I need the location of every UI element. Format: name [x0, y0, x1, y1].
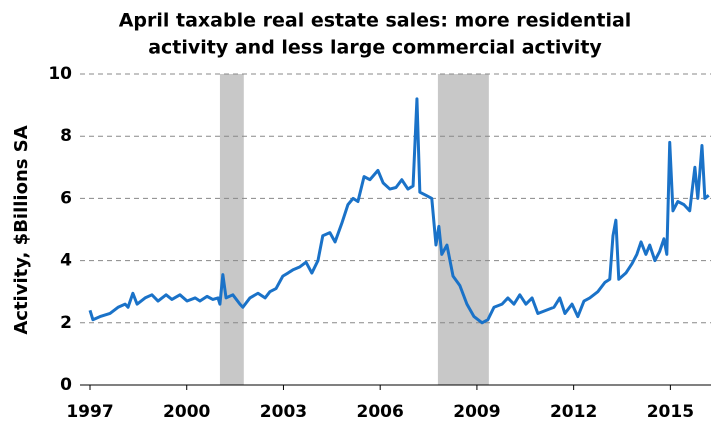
x-tick-label: 2015 [647, 402, 694, 422]
x-tick-label: 2000 [163, 402, 210, 422]
shaded-period [437, 74, 489, 385]
x-tick-label: 2003 [260, 402, 307, 422]
y-tick-label: 0 [60, 375, 72, 395]
chart-title: April taxable real estate sales: more re… [119, 10, 632, 32]
shaded-period [219, 74, 244, 385]
y-axis-label: Activity, $Billions SA [11, 125, 32, 334]
y-tick-label: 2 [60, 313, 72, 333]
y-tick-label: 8 [60, 126, 72, 146]
chart-title: activity and less large commercial activ… [148, 37, 602, 59]
x-tick-label: 2009 [453, 402, 500, 422]
x-tick-label: 2006 [357, 402, 404, 422]
y-tick-label: 6 [60, 188, 72, 208]
x-tick-label: 2012 [550, 402, 597, 422]
y-tick-label: 4 [60, 251, 72, 271]
data-line [88, 97, 710, 325]
x-tick-label: 1997 [66, 402, 113, 422]
y-tick-label: 10 [48, 64, 72, 84]
